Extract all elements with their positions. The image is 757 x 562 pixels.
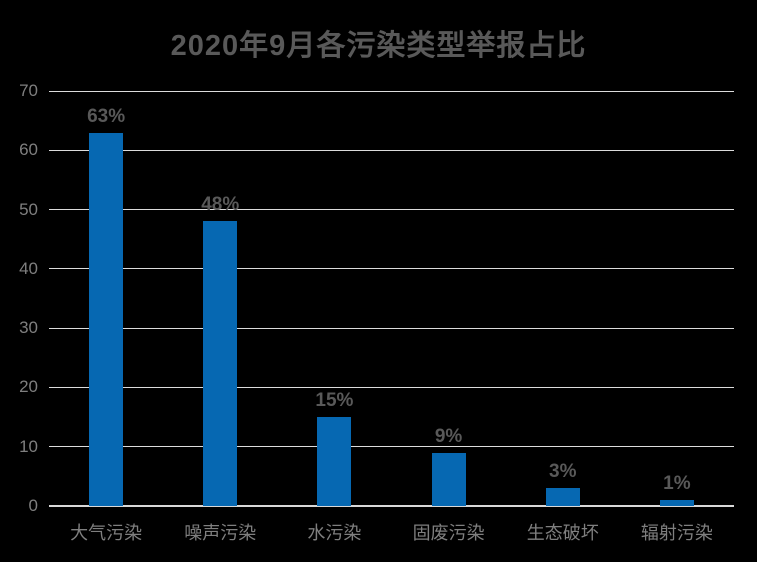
x-axis-category-label: 大气污染 bbox=[70, 523, 143, 543]
bar-value-label: 15% bbox=[315, 390, 354, 412]
y-axis-tick-label: 40 bbox=[19, 258, 38, 278]
gridline bbox=[49, 386, 734, 388]
gridline bbox=[49, 446, 734, 448]
bar-辐射污染 bbox=[659, 500, 694, 506]
x-axis-category-label: 噪声污染 bbox=[184, 523, 257, 543]
y-axis-tick-label: 10 bbox=[19, 436, 38, 456]
x-axis-category-label: 固废污染 bbox=[412, 523, 485, 543]
bar-value-label: 3% bbox=[549, 461, 577, 483]
bar-value-label: 63% bbox=[87, 105, 126, 127]
y-axis-tick-label: 0 bbox=[28, 496, 38, 515]
y-axis-tick-label: 60 bbox=[19, 140, 38, 160]
x-axis-category-label: 水污染 bbox=[307, 523, 362, 543]
bar-value-label: 48% bbox=[201, 194, 240, 216]
bar-固废污染 bbox=[431, 452, 466, 506]
x-axis-category-label: 生态破坏 bbox=[526, 523, 599, 543]
x-axis-line bbox=[49, 505, 734, 507]
gridline bbox=[49, 327, 734, 329]
gridline bbox=[49, 149, 734, 151]
bar-水污染 bbox=[317, 417, 352, 506]
chart-title: 2020年9月各污染类型举报占比 bbox=[170, 30, 587, 62]
y-axis-tick-label: 70 bbox=[19, 81, 38, 100]
x-axis-category-label: 辐射污染 bbox=[640, 523, 713, 543]
gridline bbox=[49, 209, 734, 211]
bar-大气污染 bbox=[89, 132, 124, 506]
bar-value-label: 1% bbox=[663, 473, 691, 495]
y-axis-tick-label: 30 bbox=[19, 318, 38, 338]
y-axis-tick-label: 50 bbox=[19, 199, 38, 219]
bar-生态破坏 bbox=[545, 488, 580, 506]
bar-value-label: 9% bbox=[434, 425, 463, 447]
gridline bbox=[49, 268, 734, 270]
gridline bbox=[49, 90, 734, 92]
bar-噪声污染 bbox=[203, 221, 238, 506]
y-axis-tick-label: 20 bbox=[19, 377, 38, 397]
